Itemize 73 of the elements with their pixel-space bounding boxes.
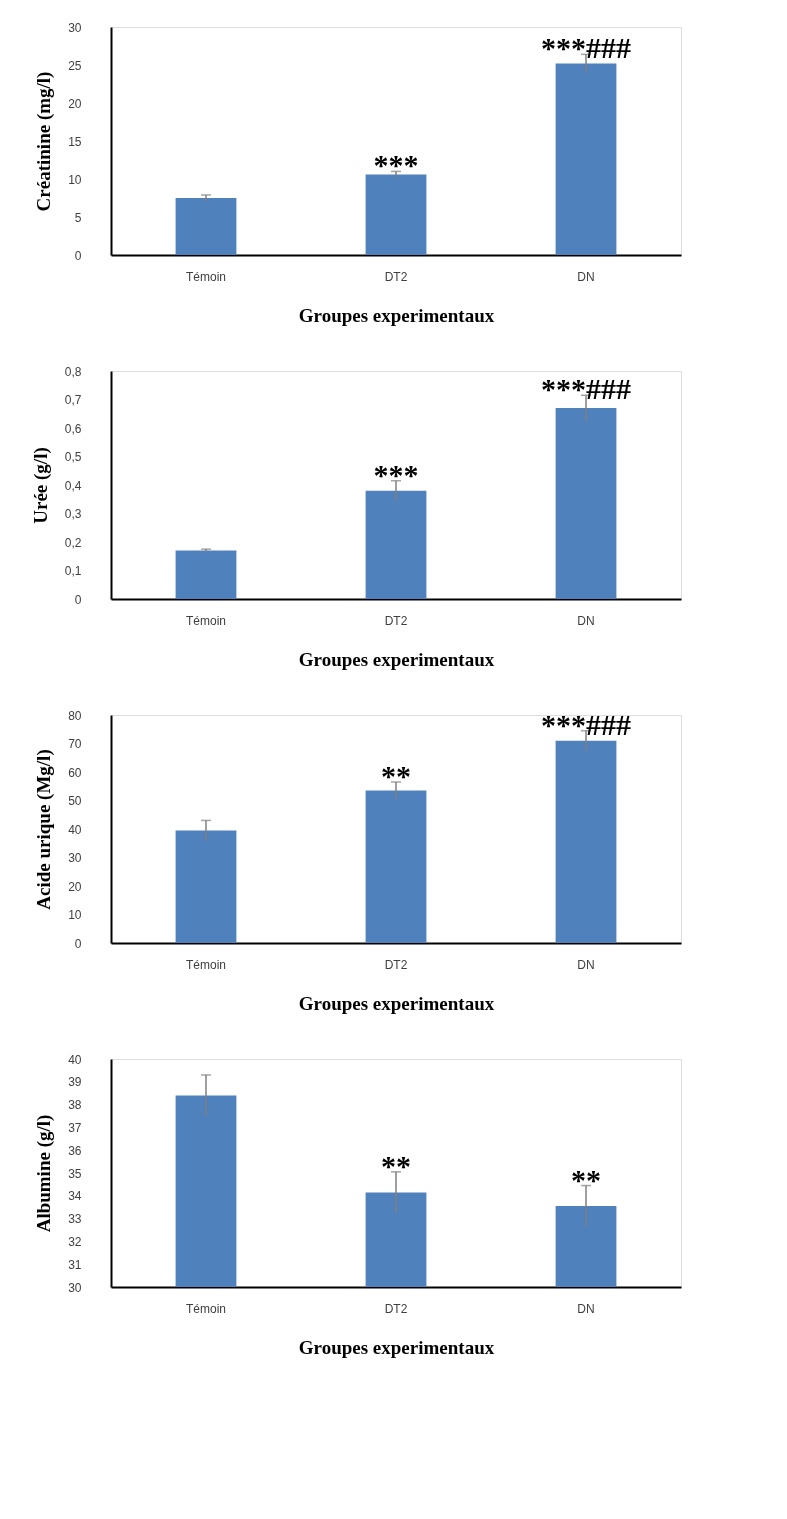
y-tick-label: 0,1 (64, 564, 82, 578)
y-tick-label: 38 (68, 1098, 82, 1113)
annotation: ***### (541, 31, 631, 65)
annotation: ***### (541, 707, 631, 741)
y-tick-label: 10 (68, 908, 82, 922)
bar (365, 490, 427, 599)
y-tick-label: 36 (68, 1143, 82, 1158)
bar (555, 408, 617, 599)
y-tick-label: 70 (68, 737, 82, 751)
x-axis-title: Groupes experimentaux (298, 304, 495, 326)
x-axis-title: Groupes experimentaux (298, 992, 495, 1014)
bar (175, 550, 237, 599)
annotation: *** (373, 457, 419, 491)
x-tick-label: DT2 (384, 269, 408, 284)
y-tick-label: 25 (68, 58, 82, 73)
x-tick-label: DN (577, 613, 595, 628)
y-tick-label: 30 (68, 1280, 82, 1295)
x-tick-label: DN (577, 269, 595, 284)
y-tick-label: 0,6 (64, 421, 82, 436)
y-tick-label: 15 (68, 134, 82, 149)
y-tick-label: 0,3 (64, 507, 82, 521)
bar (365, 790, 427, 943)
y-axis-title: Urée (g/l) (29, 447, 52, 524)
annotation: *** (373, 148, 419, 182)
y-tick-label: 40 (68, 1052, 82, 1067)
annotation: ** (571, 1162, 601, 1196)
annotation: ***### (541, 372, 631, 406)
y-tick-label: 60 (68, 765, 82, 780)
y-tick-label: 37 (68, 1120, 82, 1135)
y-tick-label: 0 (74, 248, 82, 263)
y-tick-label: 10 (68, 172, 82, 187)
y-tick-label: 0,7 (64, 393, 82, 407)
bar (555, 740, 617, 943)
annotation: ** (381, 758, 411, 792)
x-axis-title: Groupes experimentaux (298, 1336, 495, 1358)
y-axis-title: Acide urique (Mg/l) (33, 749, 56, 910)
y-tick-label: 80 (68, 708, 82, 723)
x-tick-label: DT2 (384, 1301, 408, 1316)
y-tick-label: 33 (68, 1212, 82, 1227)
x-tick-label: DT2 (384, 613, 408, 628)
y-tick-label: 39 (68, 1075, 82, 1090)
y-tick-label: 34 (68, 1189, 82, 1204)
y-tick-label: 0,8 (64, 364, 82, 379)
bar (175, 198, 237, 255)
y-tick-label: 31 (68, 1257, 82, 1272)
y-tick-label: 0,4 (64, 478, 82, 493)
bar (555, 63, 617, 255)
bar (175, 830, 237, 943)
x-tick-label: DN (577, 1301, 595, 1316)
x-tick-label: DT2 (384, 957, 408, 972)
y-tick-label: 5 (74, 210, 82, 225)
annotation: ** (381, 1148, 411, 1182)
x-tick-label: Témoin (185, 613, 227, 628)
y-tick-label: 0 (74, 592, 82, 607)
y-axis-title: Albumine (g/l) (33, 1114, 56, 1233)
y-tick-label: 20 (68, 879, 82, 894)
y-tick-label: 32 (68, 1234, 82, 1249)
y-tick-label: 0 (74, 936, 82, 951)
y-axis-title: Créatinine (mg/l) (33, 71, 56, 212)
x-tick-label: Témoin (185, 269, 227, 284)
bar (365, 174, 427, 255)
y-tick-label: 0,2 (64, 535, 82, 550)
x-tick-label: DN (577, 957, 595, 972)
y-tick-label: 35 (68, 1166, 82, 1181)
x-axis-title: Groupes experimentaux (298, 648, 495, 670)
y-tick-label: 30 (68, 20, 82, 35)
y-tick-label: 20 (68, 96, 82, 111)
x-tick-label: Témoin (185, 1301, 227, 1316)
y-tick-label: 50 (68, 794, 82, 808)
y-tick-label: 40 (68, 822, 82, 837)
y-tick-label: 30 (68, 851, 82, 865)
x-tick-label: Témoin (185, 957, 227, 972)
y-tick-label: 0,5 (64, 450, 82, 464)
